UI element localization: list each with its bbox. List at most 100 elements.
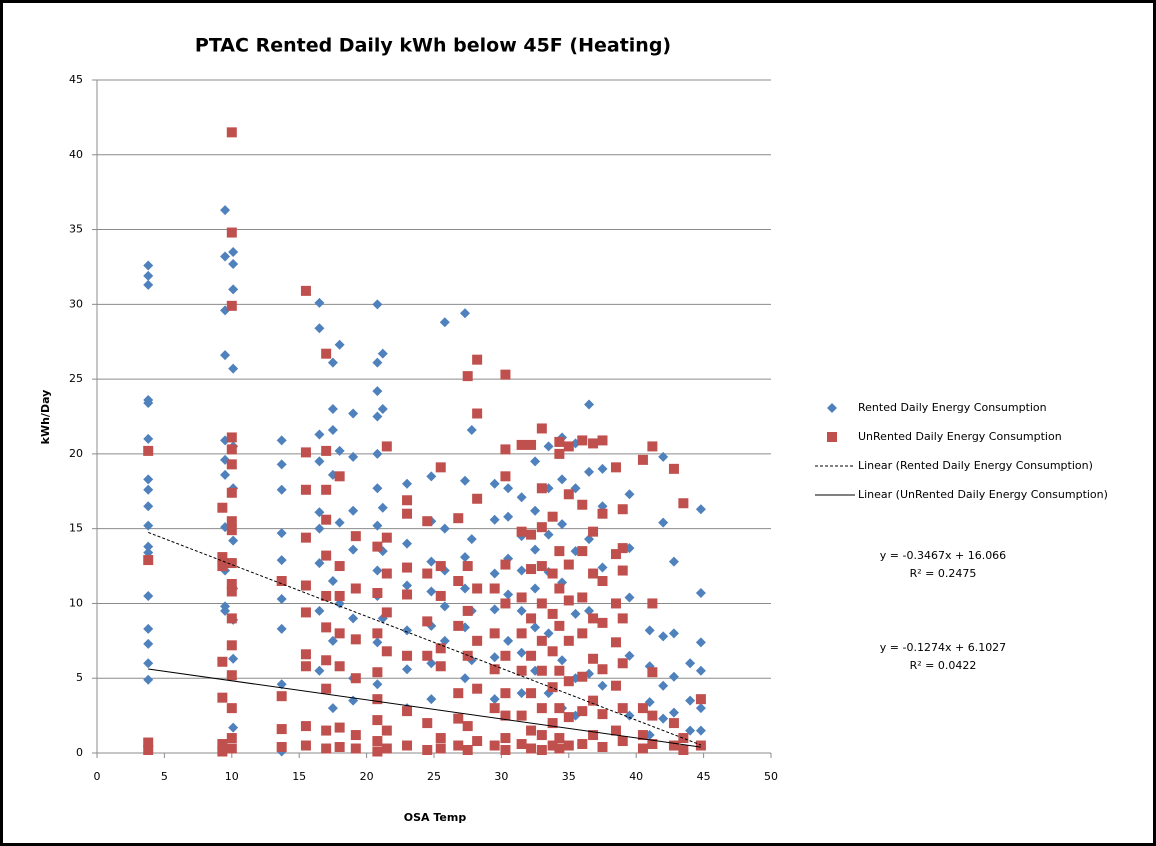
point	[503, 511, 514, 522]
chart: PTAC Rented Daily kWh below 45F (Heating…	[39, 35, 1108, 825]
point	[372, 386, 383, 397]
point	[321, 622, 332, 633]
series	[143, 127, 706, 757]
point	[372, 694, 383, 705]
point	[503, 483, 514, 494]
point	[228, 722, 239, 733]
trend-equation: y = -0.3467x + 16.066	[880, 549, 1006, 562]
point	[610, 680, 621, 691]
point	[217, 739, 228, 750]
point	[610, 637, 621, 648]
point	[647, 598, 658, 609]
point	[228, 653, 239, 664]
y-tick-label: 40	[69, 148, 83, 161]
point	[226, 227, 237, 238]
point	[489, 652, 500, 663]
x-axis-title: OSA Temp	[404, 811, 467, 824]
point	[402, 538, 413, 549]
point	[226, 459, 237, 470]
point	[678, 745, 689, 756]
point	[348, 451, 359, 462]
point	[226, 444, 237, 455]
trend-equation: y = -0.1274x + 6.1027	[880, 641, 1006, 654]
point	[685, 695, 696, 706]
point	[617, 543, 628, 554]
x-tick-label: 45	[697, 770, 711, 783]
point	[668, 718, 679, 729]
point	[526, 439, 537, 450]
point	[402, 664, 413, 675]
x-tick-label: 5	[161, 770, 168, 783]
point	[563, 712, 574, 723]
point	[143, 501, 154, 512]
point	[460, 308, 471, 319]
point	[577, 628, 588, 639]
point	[321, 514, 332, 525]
point	[588, 730, 599, 741]
point	[500, 369, 511, 380]
point	[624, 489, 635, 500]
point	[500, 471, 511, 482]
trendline	[148, 668, 701, 748]
point	[536, 665, 547, 676]
point	[300, 607, 311, 618]
point	[276, 435, 287, 446]
point	[554, 448, 565, 459]
point	[617, 736, 628, 747]
point	[462, 561, 473, 572]
chart-title: PTAC Rented Daily kWh below 45F (Heating…	[195, 35, 671, 57]
point	[453, 688, 464, 699]
point	[668, 556, 679, 567]
point	[547, 646, 558, 657]
point	[435, 743, 446, 754]
point	[526, 725, 537, 736]
point	[300, 661, 311, 672]
point	[547, 740, 558, 751]
point	[554, 665, 565, 676]
x-tick-label: 40	[629, 770, 643, 783]
point	[500, 710, 511, 721]
point	[435, 733, 446, 744]
point	[143, 445, 154, 456]
point	[435, 643, 446, 654]
point	[381, 568, 392, 579]
point	[570, 608, 581, 619]
point	[276, 691, 287, 702]
point	[220, 251, 231, 262]
point	[276, 593, 287, 604]
point	[300, 649, 311, 660]
point	[381, 646, 392, 657]
point	[647, 710, 658, 721]
point	[472, 736, 483, 747]
point	[588, 568, 599, 579]
point	[597, 709, 608, 720]
point	[372, 715, 383, 726]
point	[377, 502, 388, 513]
point	[217, 692, 228, 703]
point	[462, 745, 473, 756]
point	[647, 667, 658, 678]
point	[500, 733, 511, 744]
point	[372, 448, 383, 459]
point	[526, 743, 537, 754]
point	[563, 559, 574, 570]
point	[402, 495, 413, 506]
point	[530, 622, 541, 633]
point	[516, 605, 527, 616]
point	[381, 441, 392, 452]
point	[226, 586, 237, 597]
point	[472, 583, 483, 594]
point	[500, 444, 511, 455]
point	[226, 733, 237, 744]
point	[530, 456, 541, 467]
point	[348, 613, 359, 624]
x-tick-label: 0	[94, 770, 101, 783]
point	[668, 628, 679, 639]
point	[402, 562, 413, 573]
point	[695, 725, 706, 736]
point	[584, 466, 595, 477]
point	[617, 504, 628, 515]
point	[536, 730, 547, 741]
point	[647, 441, 658, 452]
